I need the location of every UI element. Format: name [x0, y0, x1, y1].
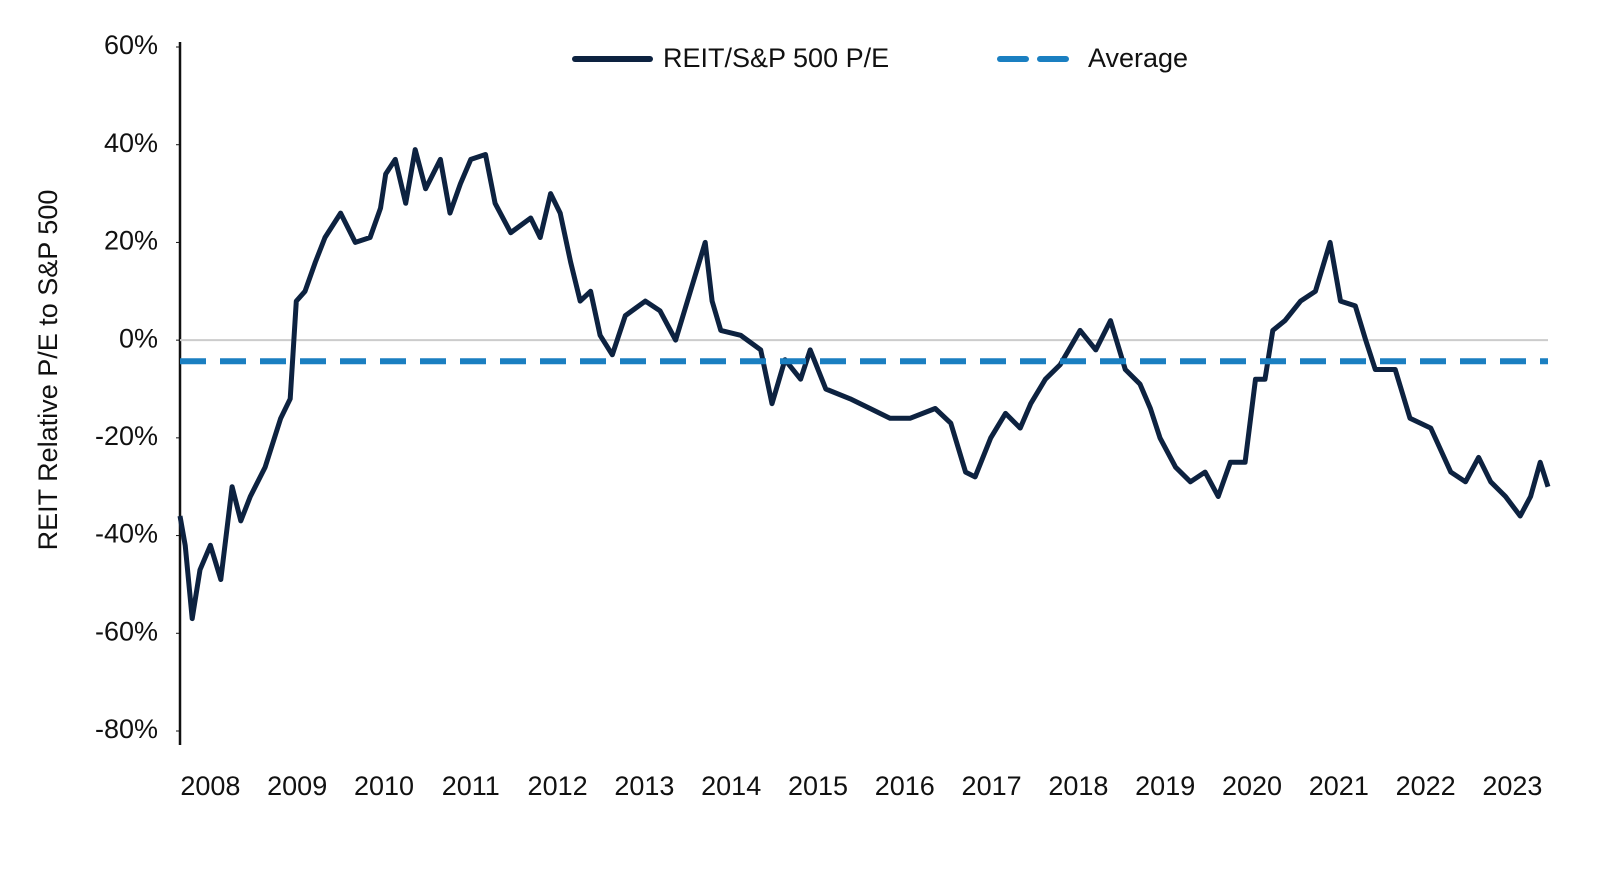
- x-tick-label: 2010: [354, 771, 414, 801]
- x-tick-label: 2008: [180, 771, 240, 801]
- x-tick-label: 2015: [788, 771, 848, 801]
- y-tick-label: 0%: [119, 323, 158, 353]
- legend-label: REIT/S&P 500 P/E: [663, 43, 889, 73]
- x-tick-label: 2023: [1482, 771, 1542, 801]
- x-tick-label: 2017: [962, 771, 1022, 801]
- y-tick-label: 20%: [104, 226, 158, 256]
- series-line: [177, 147, 1551, 622]
- x-tick-label: 2014: [701, 771, 761, 801]
- x-tick-label: 2022: [1396, 771, 1456, 801]
- y-tick-label: -40%: [95, 519, 158, 549]
- x-tick-label: 2018: [1048, 771, 1108, 801]
- legend-label: Average: [1088, 43, 1188, 73]
- x-tick-label: 2021: [1309, 771, 1369, 801]
- x-tick-label: 2019: [1135, 771, 1195, 801]
- y-axis-title: REIT Relative P/E to S&P 500: [33, 190, 63, 551]
- y-tick-label: -80%: [95, 714, 158, 744]
- x-tick-label: 2020: [1222, 771, 1282, 801]
- x-tick-label: 2012: [528, 771, 588, 801]
- y-tick-label: -20%: [95, 421, 158, 451]
- y-tick-label: 60%: [104, 30, 158, 60]
- x-tick-label: 2016: [875, 771, 935, 801]
- y-tick-label: -60%: [95, 616, 158, 646]
- x-tick-label: 2009: [267, 771, 327, 801]
- y-tick-label: 40%: [104, 128, 158, 158]
- x-tick-label: 2013: [614, 771, 674, 801]
- x-tick-label: 2011: [442, 771, 500, 801]
